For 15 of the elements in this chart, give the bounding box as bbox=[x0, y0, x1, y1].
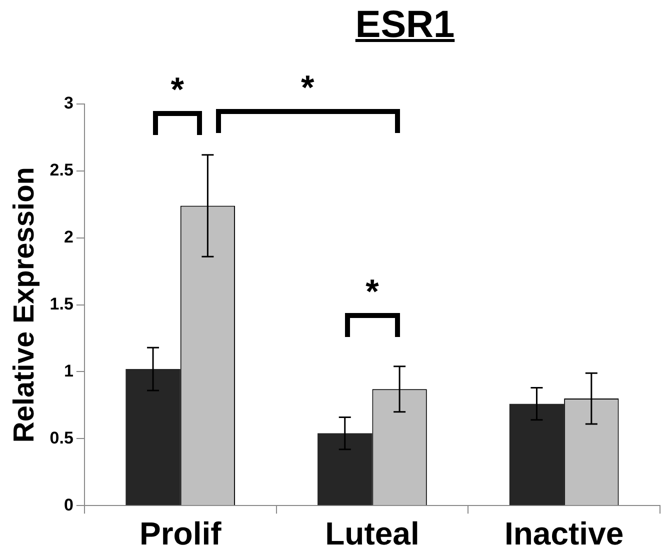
x-tick-label: Prolif bbox=[139, 516, 222, 552]
x-tick-label: Inactive bbox=[504, 516, 624, 552]
y-tick-label: 1 bbox=[64, 361, 74, 380]
y-tick-label: 0 bbox=[64, 495, 74, 514]
y-tick-label: 3 bbox=[64, 94, 74, 113]
chart-title: ESR1 bbox=[354, 4, 456, 47]
y-axis-title: Relative Expression bbox=[8, 166, 40, 443]
y-tick-label: 0.5 bbox=[50, 428, 74, 448]
y-tick-label: 2 bbox=[64, 228, 74, 247]
y-tick-label: 2.5 bbox=[50, 160, 74, 180]
annotation: * bbox=[170, 70, 184, 109]
annotation: * bbox=[301, 69, 314, 108]
y-tick-label: 1.5 bbox=[50, 294, 74, 314]
x-tick-label: Luteal bbox=[325, 516, 420, 552]
annotation: * bbox=[366, 272, 379, 311]
